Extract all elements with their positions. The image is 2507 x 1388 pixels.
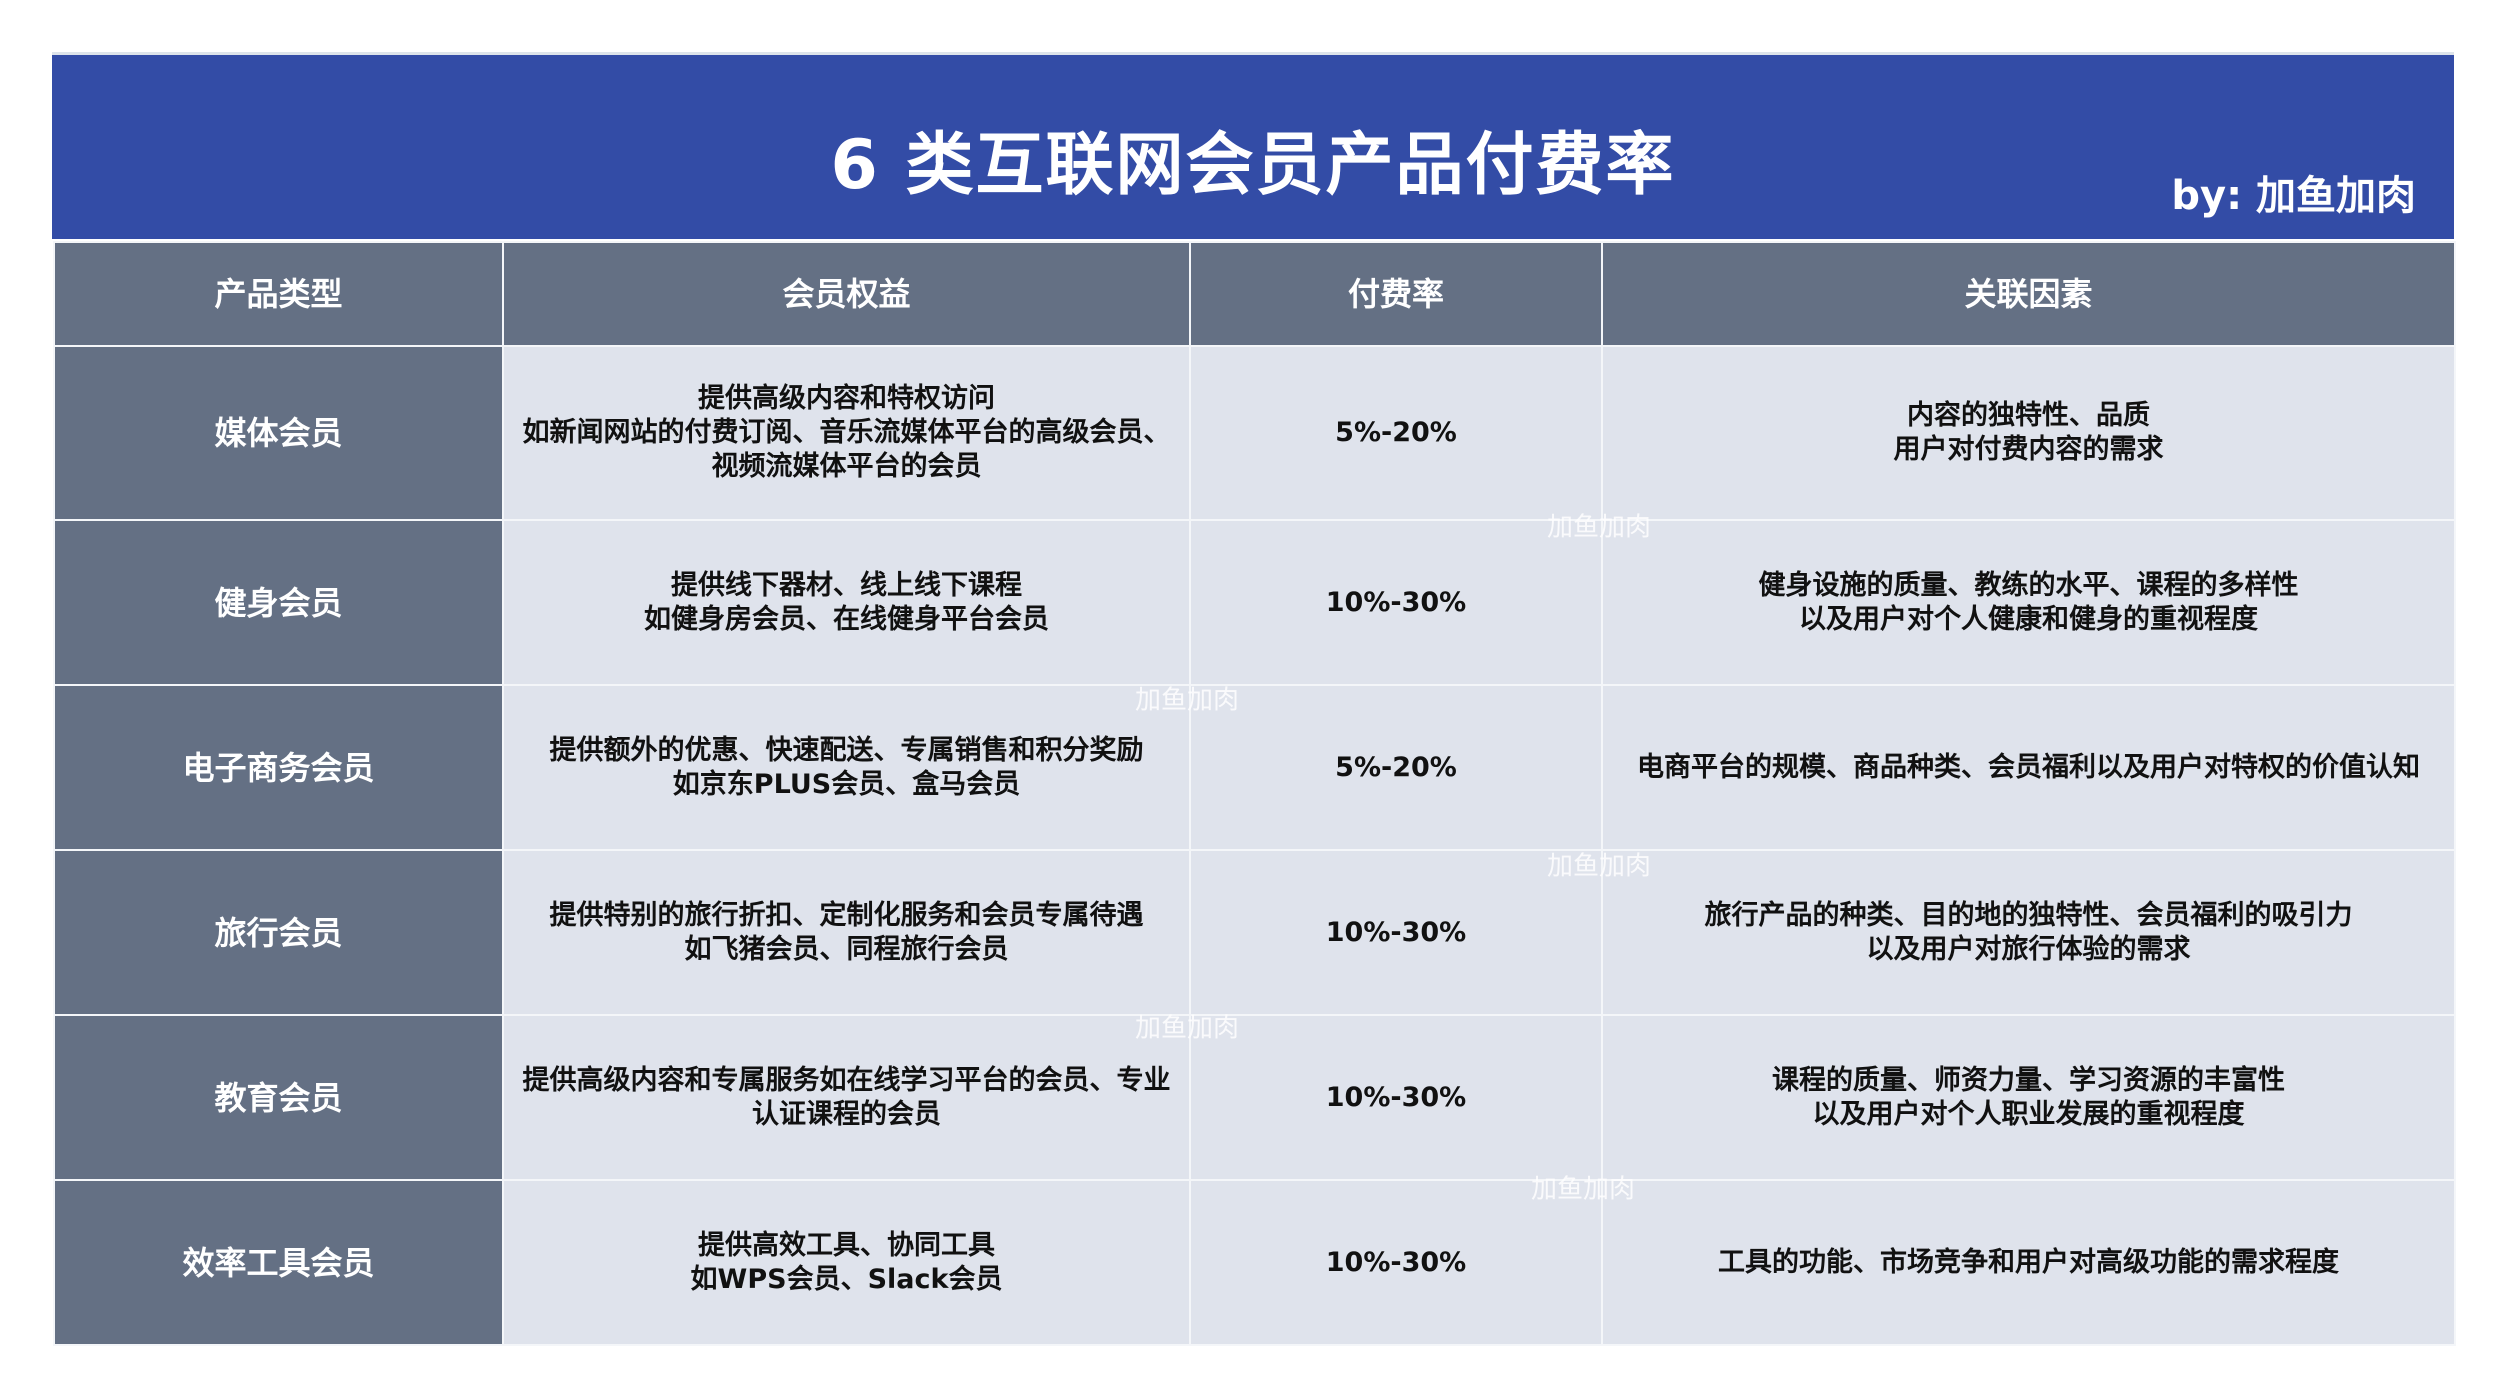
benefits-cell: 提供特别的旅行折扣、定制化服务和会员专属待遇 如飞猪会员、同程旅行会员 xyxy=(502,849,1191,1016)
benefits-cell-line: 如健身房会员、在线健身平台会员 xyxy=(644,603,1049,635)
product-type-cell: 健身会员 xyxy=(53,519,504,686)
factors-cell: 旅行产品的种类、目的地的独特性、会员福利的吸引力 以及用户对旅行体验的需求 xyxy=(1601,849,2456,1016)
benefits-cell-line: 认证课程的会员 xyxy=(752,1098,941,1130)
factors-cell-line: 健身设施的质量、教练的水平、课程的多样性 xyxy=(1758,569,2299,601)
rate-cell: 10%-30% xyxy=(1189,1014,1603,1181)
watermark: 加鱼加肉 xyxy=(1546,512,1652,543)
column-header-rate: 付费率 xyxy=(1189,241,1603,347)
table-row: 电子商务会员 提供额外的优惠、快速配送、专属销售和积分奖励 如京东PLUS会员、盒马… xyxy=(53,684,2456,851)
product-type-cell: 教育会员 xyxy=(53,1014,504,1181)
factors-cell: 电商平台的规模、商品种类、会员福利以及用户对特权的价值认知 xyxy=(1601,684,2456,851)
factors-cell: 健身设施的质量、教练的水平、课程的多样性 以及用户对个人健康和健身的重视程度 xyxy=(1601,519,2456,686)
table-row: 效率工具会员 提供高效工具、协同工具 如WPS会员、Slack会员 10%-30% 工具… xyxy=(53,1179,2456,1346)
column-header-benefits: 会员权益 xyxy=(502,241,1191,347)
benefits-cell-line: 提供特别的旅行折扣、定制化服务和会员专属待遇 xyxy=(549,899,1144,931)
benefits-cell-line: 提供线下器材、线上线下课程 xyxy=(671,569,1022,601)
product-type-cell: 旅行会员 xyxy=(53,849,504,1016)
product-type-cell: 效率工具会员 xyxy=(53,1179,504,1346)
factors-cell: 工具的功能、市场竞争和用户对高级功能的需求程度 xyxy=(1601,1179,2456,1346)
benefits-cell-line: 如京东PLUS会员、盒马会员 xyxy=(672,768,1021,800)
benefits-cell: 提供高级内容和特权访问 如新闻网站的付费订阅、音乐流媒体平台的高级会员、 视频流媒体… xyxy=(502,345,1191,521)
page-title: 6 类互联网会员产品付费率 xyxy=(830,126,1676,205)
benefits-cell-line: 如WPS会员、Slack会员 xyxy=(690,1263,1003,1295)
product-type-cell: 电子商务会员 xyxy=(53,684,504,851)
benefits-cell: 提供线下器材、线上线下课程 如健身房会员、在线健身平台会员 xyxy=(502,519,1191,686)
factors-cell-line: 内容的独特性、品质 xyxy=(1907,400,2150,431)
table-row: 健身会员 提供线下器材、线上线下课程 如健身房会员、在线健身平台会员 10%-30% 健… xyxy=(53,519,2456,686)
benefits-cell: 提供高效工具、协同工具 如WPS会员、Slack会员 xyxy=(502,1179,1191,1346)
watermark: 加鱼加肉 xyxy=(1134,1013,1240,1044)
benefits-cell: 提供高级内容和专属服务如在线学习平台的会员、专业 认证课程的会员 xyxy=(502,1014,1191,1181)
table-row: 旅行会员 提供特别的旅行折扣、定制化服务和会员专属待遇 如飞猪会员、同程旅行会员 10… xyxy=(53,849,2456,1016)
watermark: 加鱼加肉 xyxy=(1134,685,1240,716)
column-header-factors: 关联因素 xyxy=(1601,241,2456,347)
factors-cell: 课程的质量、师资力量、学习资源的丰富性 以及用户对个人职业发展的重视程度 xyxy=(1601,1014,2456,1181)
benefits-cell-line: 提供高效工具、协同工具 xyxy=(698,1229,995,1261)
table-row: 媒体会员 提供高级内容和特权访问 如新闻网站的付费订阅、音乐流媒体平台的高级会员、视… xyxy=(53,345,2456,521)
factors-cell-line: 旅行产品的种类、目的地的独特性、会员福利的吸引力 xyxy=(1704,899,2353,931)
title-banner: 6 类互联网会员产品付费率 by: 加鱼加肉 xyxy=(52,52,2454,239)
benefits-cell-line: 如新闻网站的付费订阅、音乐流媒体平台的高级会员、 xyxy=(522,417,1171,448)
product-type-cell: 媒体会员 xyxy=(53,345,504,521)
factors-cell-line: 电商平台的规模、商品种类、会员福利以及用户对特权的价值认知 xyxy=(1637,751,2420,783)
author-byline: by: 加鱼加肉 xyxy=(2171,173,2416,219)
rate-cell: 10%-30% xyxy=(1189,849,1603,1016)
column-header-type: 产品类型 xyxy=(53,241,504,347)
rate-cell: 10%-30% xyxy=(1189,519,1603,686)
factors-cell-line: 以及用户对个人健康和健身的重视程度 xyxy=(1799,603,2258,635)
table-row: 教育会员 提供高级内容和专属服务如在线学习平台的会员、专业 认证课程的会员 10%-3… xyxy=(53,1014,2456,1181)
membership-table: 产品类型 会员权益 付费率 关联因素 媒体会员 提供高级内容和特权访问 如新闻网站的… xyxy=(53,241,2456,1346)
benefits-cell: 提供额外的优惠、快速配送、专属销售和积分奖励 如京东PLUS会员、盒马会员 xyxy=(502,684,1191,851)
rate-cell: 5%-20% xyxy=(1189,684,1603,851)
factors-cell-line: 用户对付费内容的需求 xyxy=(1893,434,2164,465)
factors-cell-line: 工具的功能、市场竞争和用户对高级功能的需求程度 xyxy=(1718,1246,2339,1278)
benefits-cell-line: 提供额外的优惠、快速配送、专属销售和积分奖励 xyxy=(549,734,1144,766)
watermark: 加鱼加肉 xyxy=(1530,1174,1636,1205)
table-header-row: 产品类型 会员权益 付费率 关联因素 xyxy=(53,241,2456,347)
benefits-cell-line: 提供高级内容和专属服务如在线学习平台的会员、专业 xyxy=(522,1064,1171,1096)
benefits-cell-line: 如飞猪会员、同程旅行会员 xyxy=(684,933,1009,965)
benefits-cell-line: 视频流媒体平台的会员 xyxy=(711,451,982,482)
watermark: 加鱼加肉 xyxy=(1546,851,1652,882)
factors-cell-line: 课程的质量、师资力量、学习资源的丰富性 xyxy=(1772,1064,2285,1096)
rate-cell: 10%-30% xyxy=(1189,1179,1603,1346)
benefits-cell-line: 提供高级内容和特权访问 xyxy=(698,383,995,414)
factors-cell-line: 以及用户对旅行体验的需求 xyxy=(1866,933,2191,965)
factors-cell: 内容的独特性、品质 用户对付费内容的需求 xyxy=(1601,345,2456,521)
rate-cell: 5%-20% xyxy=(1189,345,1603,521)
factors-cell-line: 以及用户对个人职业发展的重视程度 xyxy=(1812,1098,2245,1130)
